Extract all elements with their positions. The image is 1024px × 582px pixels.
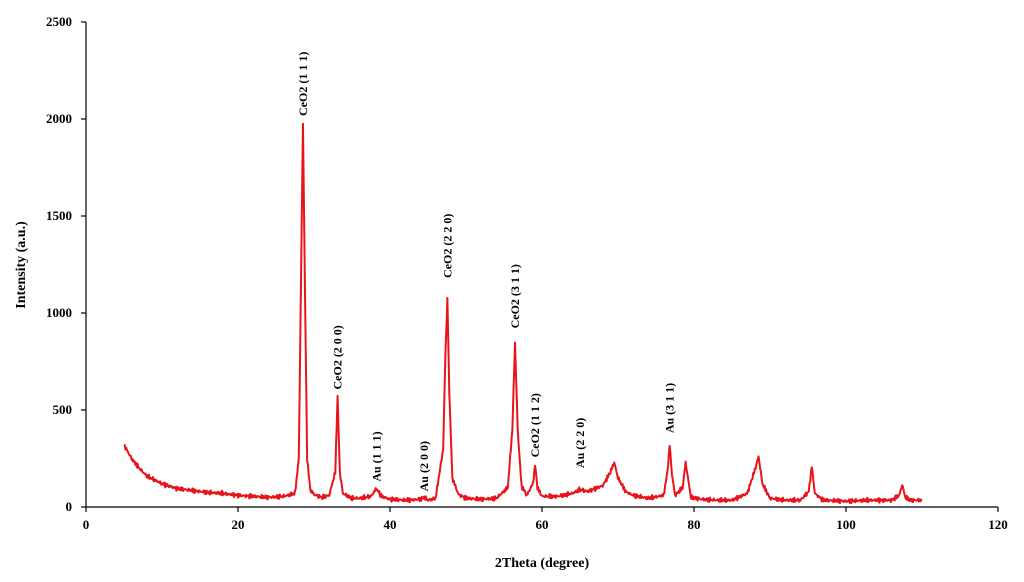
x-tick-label: 20 <box>232 517 245 532</box>
x-tick-label: 60 <box>536 517 549 532</box>
peak-label: Au (2 0 0) <box>417 441 431 491</box>
peak-label: Au (2 2 0) <box>573 418 587 468</box>
x-ticks: 0 20 40 60 80 100 120 <box>83 507 1008 532</box>
y-tick-label: 2000 <box>46 111 72 126</box>
x-tick-label: 40 <box>384 517 397 532</box>
peak-label: CeO2 (3 1 1) <box>508 264 522 328</box>
y-axis-title: Intensity (a.u.) <box>14 221 29 309</box>
peak-label: CeO2 (1 1 2) <box>528 393 542 457</box>
y-tick-label: 1000 <box>46 305 72 320</box>
series-layer <box>123 122 923 505</box>
x-tick-label: 100 <box>836 517 856 532</box>
y-tick-label: 500 <box>53 402 73 417</box>
peak-label: Au (3 1 1) <box>663 383 677 433</box>
peak-label: CeO2 (2 0 0) <box>331 325 345 389</box>
x-tick-label: 120 <box>988 517 1008 532</box>
series-line-0 <box>123 122 923 505</box>
x-tick-label: 0 <box>83 517 90 532</box>
annotation-layer: CeO2 (1 1 1) CeO2 (2 0 0) Au (1 1 1) Au (2 … <box>296 52 677 492</box>
y-tick-label: 1500 <box>46 208 72 223</box>
peak-label: CeO2 (1 1 1) <box>296 52 310 116</box>
y-ticks: 0 500 1000 1500 2000 2500 <box>46 14 86 514</box>
x-axis-title: 2Theta (degree) <box>495 556 590 571</box>
peak-label: CeO2 (2 2 0) <box>440 214 454 278</box>
peak-label: Au (1 1 1) <box>369 431 383 481</box>
x-tick-label: 80 <box>688 517 701 532</box>
y-tick-label: 0 <box>66 499 73 514</box>
y-tick-label: 2500 <box>46 14 72 29</box>
